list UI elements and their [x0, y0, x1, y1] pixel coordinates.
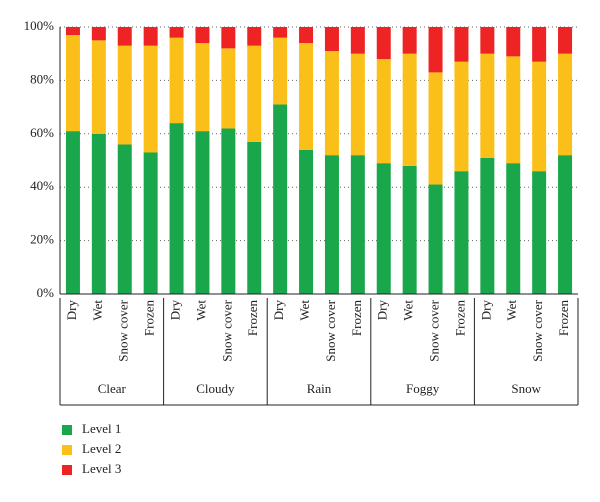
bar-segment: [428, 72, 443, 185]
bar-segment: [117, 144, 132, 294]
x-tick-label: Wet: [297, 300, 312, 321]
bar-segment: [558, 155, 573, 294]
bar-segment: [169, 37, 184, 124]
y-tick-label: 20%: [30, 232, 54, 247]
y-tick-label: 100%: [24, 18, 55, 33]
y-tick-label: 40%: [30, 178, 54, 193]
group-label: Foggy: [406, 381, 440, 396]
x-tick-label: Wet: [401, 300, 416, 321]
x-tick-label: Dry: [168, 300, 183, 321]
bar-segment: [506, 56, 521, 164]
bar-segment: [376, 59, 391, 164]
bar-segment: [402, 53, 417, 166]
bar-segment: [195, 27, 210, 44]
bar-segment: [376, 163, 391, 294]
bar-segment: [195, 43, 210, 132]
bar-segment: [480, 53, 495, 158]
x-tick-label: Wet: [90, 300, 105, 321]
legend-swatch: [62, 425, 72, 435]
bar-segment: [558, 53, 573, 156]
group-label: Snow: [511, 381, 541, 396]
x-tick-label: Dry: [478, 300, 493, 321]
x-tick-label: Frozen: [142, 300, 157, 337]
bar-segment: [350, 53, 365, 156]
bar-segment: [273, 27, 288, 38]
bar-segment: [428, 184, 443, 294]
bar-segment: [506, 27, 521, 57]
bar-segment: [558, 27, 573, 54]
bar-segment: [143, 152, 158, 294]
legend-label: Level 1: [82, 421, 121, 436]
bar-segment: [117, 45, 132, 145]
bar-segment: [65, 27, 80, 36]
bar-segment: [532, 61, 547, 172]
bar-segment: [273, 37, 288, 105]
group-label: Cloudy: [196, 381, 235, 396]
bar-segment: [247, 141, 262, 294]
y-tick-label: 80%: [30, 71, 54, 86]
bar-segment: [221, 27, 236, 49]
bar-segment: [532, 171, 547, 294]
bar-segment: [376, 27, 391, 60]
bar-segment: [143, 45, 158, 153]
bar-segment: [299, 43, 314, 150]
y-tick-label: 0%: [37, 285, 55, 300]
bar-segment: [65, 35, 80, 132]
bar-segment: [247, 45, 262, 142]
bar-segment: [169, 27, 184, 38]
bar-segment: [221, 128, 236, 294]
x-tick-label: Dry: [64, 300, 79, 321]
bar-segment: [402, 165, 417, 294]
bar-segment: [350, 155, 365, 294]
x-tick-label: Snow cover: [323, 299, 338, 361]
bar-segment: [169, 123, 184, 295]
bar-segment: [117, 27, 132, 46]
bar-segment: [143, 27, 158, 46]
y-tick-label: 60%: [30, 125, 54, 140]
bar-segment: [273, 104, 288, 295]
x-tick-label: Dry: [271, 300, 286, 321]
bar-segment: [324, 155, 339, 294]
bar-segment: [221, 48, 236, 129]
x-tick-label: Snow cover: [116, 299, 131, 361]
bar-segment: [324, 51, 339, 156]
bar-segment: [195, 131, 210, 294]
x-tick-label: Frozen: [556, 300, 571, 337]
legend-label: Level 2: [82, 441, 121, 456]
bar-segment: [454, 61, 469, 172]
bar-segment: [299, 149, 314, 294]
x-tick-label: Frozen: [245, 300, 260, 337]
bar-segment: [247, 27, 262, 46]
x-tick-label: Dry: [375, 300, 390, 321]
group-label: Rain: [307, 381, 332, 396]
x-tick-label: Snow cover: [427, 299, 442, 361]
legend-label: Level 3: [82, 461, 121, 476]
bar-segment: [324, 27, 339, 52]
bar-segment: [480, 157, 495, 294]
x-tick-label: Frozen: [349, 300, 364, 337]
x-tick-label: Frozen: [452, 300, 467, 337]
bar-segment: [428, 27, 443, 73]
x-tick-label: Wet: [193, 300, 208, 321]
bar-segment: [350, 27, 365, 54]
bar-segment: [454, 171, 469, 294]
bar-segment: [506, 163, 521, 294]
bar-segment: [454, 27, 469, 62]
legend-swatch: [62, 465, 72, 475]
bar-segment: [91, 40, 106, 134]
x-tick-label: Wet: [504, 300, 519, 321]
legend-swatch: [62, 445, 72, 455]
bar-segment: [91, 27, 106, 41]
x-tick-label: Snow cover: [219, 299, 234, 361]
bar-segment: [65, 131, 80, 294]
bar-segment: [480, 27, 495, 54]
bar-segment: [91, 133, 106, 294]
bar-segment: [532, 27, 547, 62]
x-tick-label: Snow cover: [530, 299, 545, 361]
group-label: Clear: [98, 381, 127, 396]
bar-segment: [402, 27, 417, 54]
bar-segment: [299, 27, 314, 44]
